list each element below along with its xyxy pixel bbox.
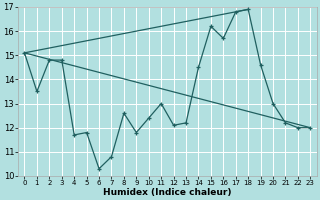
X-axis label: Humidex (Indice chaleur): Humidex (Indice chaleur) (103, 188, 232, 197)
